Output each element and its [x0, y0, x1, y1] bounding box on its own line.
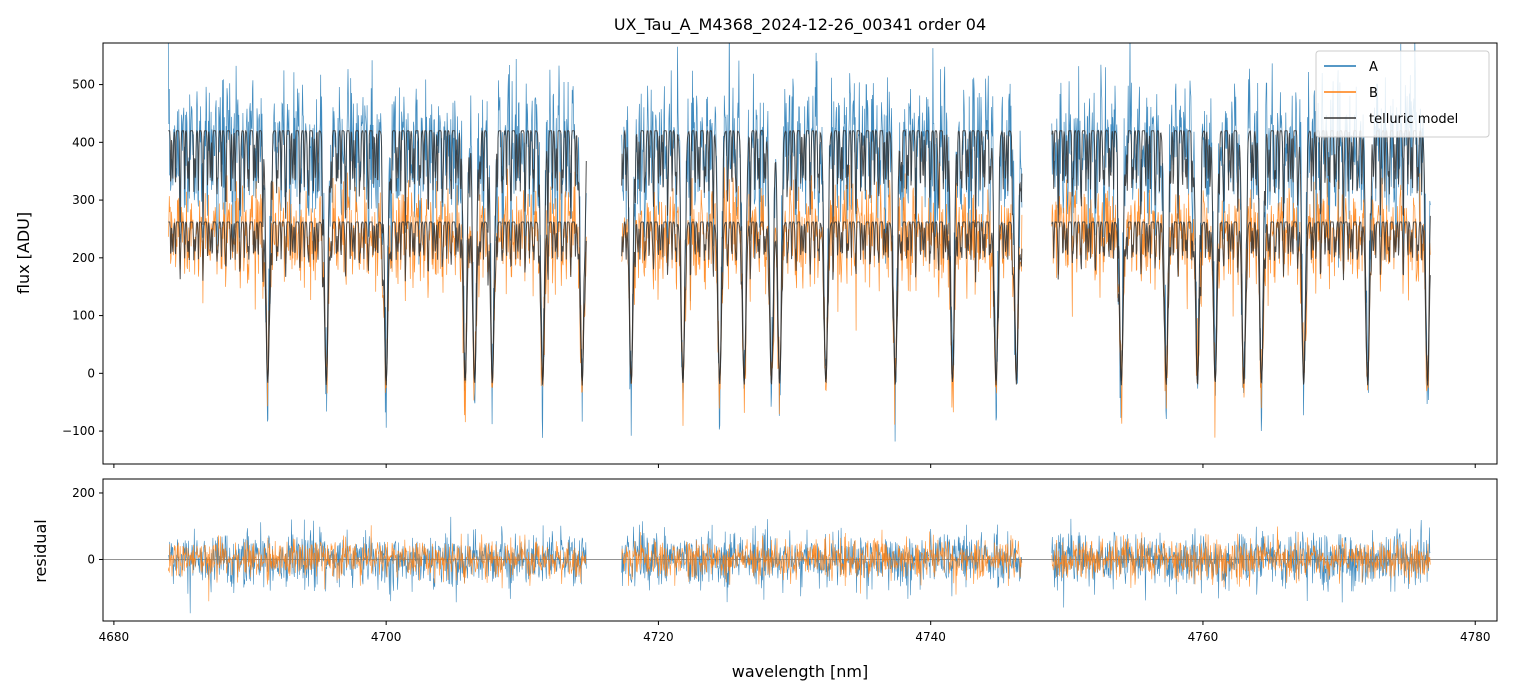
x-tick-label: 4740: [915, 630, 946, 644]
telluric-model-a-segment-0: [168, 129, 587, 386]
legend-label-a: A: [1369, 60, 1378, 75]
residual-a-segment-0: [168, 516, 587, 614]
residual-b-segment-0: [168, 525, 587, 602]
flux-axes-frame: [102, 42, 1498, 465]
residual-plot-area: [103, 516, 1497, 614]
telluric-model-a-segment-1: [621, 129, 1023, 386]
legend-label-telluric: telluric model: [1369, 112, 1458, 127]
flux-y-tick-label: 500: [72, 78, 95, 92]
x-tick-label: 4680: [99, 630, 130, 644]
flux-axes: −100 0 100 200 300 400 500: [62, 78, 1476, 468]
telluric-model-b-segment-2: [1051, 220, 1431, 381]
residual-axes: 4680 4700 4720 4740 4760 4780 0 200: [72, 486, 1490, 644]
residual-y-tick-label: 0: [87, 552, 95, 566]
residual-b-segment-2: [1051, 526, 1431, 589]
x-tick-label: 4700: [371, 630, 402, 644]
flux-y-tick-label: −100: [62, 424, 95, 438]
telluric-model-b-segment-1: [621, 220, 1023, 382]
residual-axes-frame: [102, 478, 1498, 622]
flux-ylabel: flux [ADU]: [14, 212, 33, 294]
flux-plot-area: [167, 43, 1431, 442]
flux-y-tick-label: 400: [72, 135, 95, 149]
flux-y-tick-label: 0: [87, 366, 95, 380]
x-tick-label: 4720: [643, 630, 674, 644]
residual-y-tick-label: 200: [72, 486, 95, 500]
legend-box: [1315, 50, 1490, 138]
x-tick-label: 4760: [1188, 630, 1219, 644]
flux-y-tick-label: 300: [72, 193, 95, 207]
x-tick-label: 4780: [1460, 630, 1491, 644]
legend-label-b: B: [1369, 86, 1378, 101]
residual-ylabel: residual: [31, 519, 50, 582]
legend: A B telluric model: [1315, 50, 1490, 138]
chart-title: UX_Tau_A_M4368_2024-12-26_00341 order 04: [614, 15, 986, 35]
flux-y-tick-label: 200: [72, 251, 95, 265]
telluric-model-b-segment-0: [168, 221, 587, 381]
flux-y-tick-label: 100: [72, 309, 95, 323]
x-axis-label: wavelength [nm]: [732, 662, 869, 681]
residual-b-segment-1: [621, 529, 1023, 595]
